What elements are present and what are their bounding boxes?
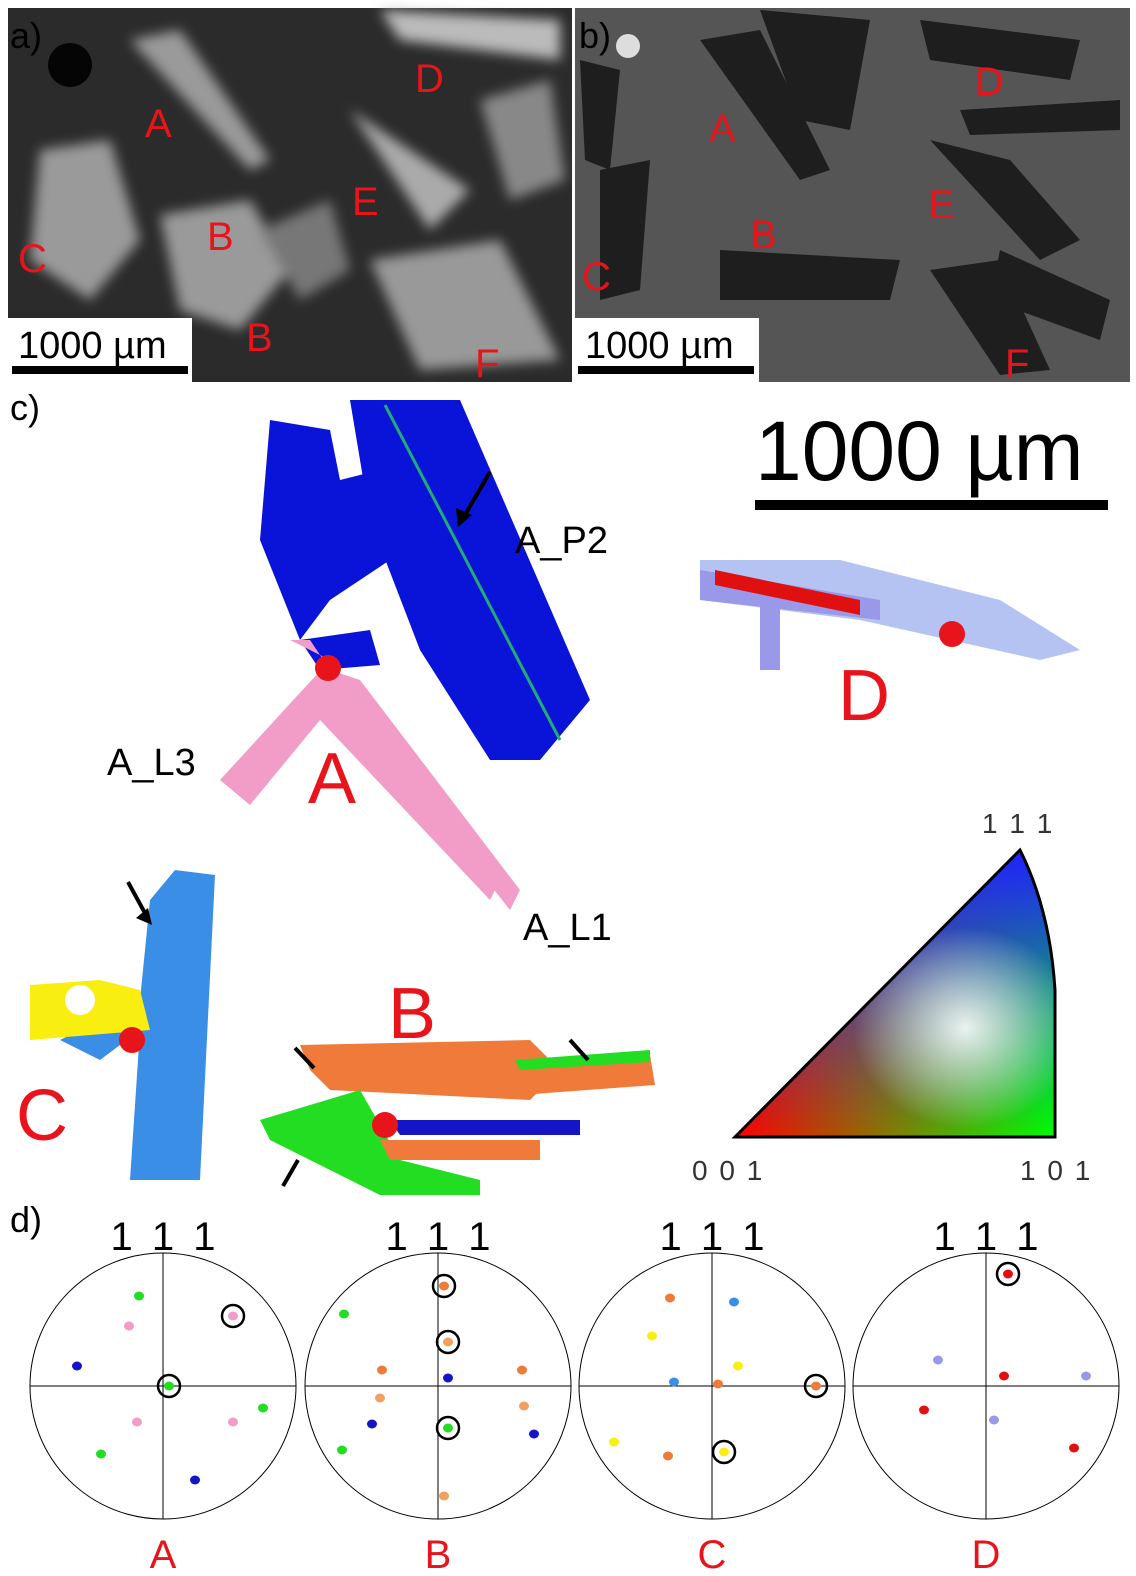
ipf-label: 1 1 1 [982, 808, 1054, 839]
grain-label: B [207, 215, 234, 259]
pole-dot [443, 1338, 453, 1347]
pole-dot [228, 1418, 238, 1427]
panel-label: a) [10, 15, 42, 56]
pole-dot [439, 1282, 449, 1291]
panel-label: d) [10, 1199, 42, 1240]
pole-dot [609, 1438, 619, 1447]
ebsd-map-b [260, 1040, 655, 1195]
scale-bar-label: 1000 µm [755, 404, 1084, 498]
pole-dot [733, 1362, 743, 1371]
pole-dot [124, 1322, 134, 1331]
pole-label: 1 1 1 [111, 1215, 216, 1259]
ebsd-map-a [220, 400, 590, 910]
pole-dot [375, 1394, 385, 1403]
panel-label: b) [579, 15, 611, 56]
grain-label: A [150, 1533, 177, 1576]
pole-dot [663, 1452, 673, 1461]
pole-dot [443, 1424, 453, 1433]
grain-label: D [972, 1533, 1001, 1576]
pole-dot [647, 1332, 657, 1341]
pole-dot [228, 1312, 238, 1321]
grain-label: B [246, 316, 273, 360]
ipf-key [735, 850, 1055, 1137]
pole-dot [72, 1362, 82, 1371]
pole-dot [719, 1448, 729, 1457]
scale-bar-label: 1000 µm [18, 325, 167, 367]
pole-dot [713, 1380, 723, 1389]
ipf-label: 1 0 1 [1020, 1155, 1092, 1186]
annotation: A_L1 [523, 907, 612, 949]
pole-dot [443, 1374, 453, 1383]
pole-dot [132, 1418, 142, 1427]
pole-dot [811, 1382, 821, 1391]
grain-label: D [838, 656, 890, 736]
pole-label: 1 1 1 [660, 1215, 765, 1259]
pole-dot [999, 1372, 1009, 1381]
pole-dot [989, 1416, 999, 1425]
pole-label: 1 1 1 [386, 1215, 491, 1259]
scale-bar [755, 500, 1108, 510]
grain-label: D [415, 57, 444, 101]
ipf-label: 0 0 1 [692, 1155, 764, 1186]
grain-label: B [750, 213, 777, 257]
pole-dot [529, 1430, 539, 1439]
pole-dot [517, 1366, 527, 1375]
grain-label: E [928, 183, 955, 227]
pole-dot [164, 1382, 174, 1391]
panel-label: c) [10, 387, 40, 428]
pole-dot [367, 1420, 377, 1429]
annotation: A_L3 [107, 742, 196, 784]
pole-dot [519, 1402, 529, 1411]
grain-label: C [16, 1076, 68, 1156]
grain-label: F [1005, 342, 1029, 386]
figure: a) A D E B C B F 1000 µm b) A D E B C F … [0, 0, 1136, 1576]
pole-dot [933, 1356, 943, 1365]
pole-dot [134, 1292, 144, 1301]
pole-dot [919, 1406, 929, 1415]
pole-dot [665, 1294, 675, 1303]
pole-dot [1069, 1444, 1079, 1453]
scale-bar [12, 366, 188, 374]
panel-d: d) 1 1 1 A 1 1 1 B 1 1 1 C 1 1 1 D [10, 1199, 1119, 1576]
pole-label: 1 1 1 [934, 1215, 1039, 1259]
pole-dot [729, 1298, 739, 1307]
pole-dot [339, 1310, 349, 1319]
annotation: A_P2 [515, 520, 608, 562]
grain-label: B [425, 1533, 452, 1576]
pole-dot [1003, 1270, 1013, 1279]
pole-dot [337, 1446, 347, 1455]
pole-dot [439, 1492, 449, 1501]
pole-dot [190, 1476, 200, 1485]
grain-label: E [352, 180, 379, 224]
grain-label: B [388, 974, 436, 1054]
grain-label: A [709, 107, 736, 151]
scale-bar [578, 366, 754, 374]
pole-dot [669, 1378, 679, 1387]
scale-bar-label: 1000 µm [585, 325, 734, 367]
grain-label: C [18, 237, 47, 281]
panel-a: a) A D E B C B F 1000 µm [8, 8, 572, 386]
ebsd-map-d [700, 560, 1080, 670]
grain-label: F [475, 342, 499, 386]
panel-c: c) A_P2 A_L3 A_L1 A 1000 µm D C [10, 387, 1108, 1195]
grain-label: D [975, 60, 1004, 104]
grain-label: C [582, 255, 611, 299]
grain-label: A [308, 739, 356, 819]
panel-b: b) A D E B C F 1000 µm [575, 8, 1130, 386]
grain-label: C [698, 1533, 727, 1576]
pole-dot [1081, 1372, 1091, 1381]
pole-dot [377, 1366, 387, 1375]
pole-dot [96, 1450, 106, 1459]
pole-dot [258, 1404, 268, 1413]
grain-label: A [145, 102, 172, 146]
